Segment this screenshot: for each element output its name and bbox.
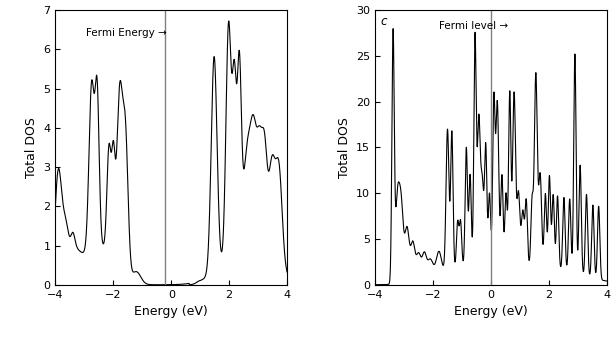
Text: c: c [381,15,387,28]
Y-axis label: Total DOS: Total DOS [338,117,351,178]
Text: Fermi level →: Fermi level → [439,21,508,31]
X-axis label: Energy (eV): Energy (eV) [454,305,528,318]
Text: Fermi Energy →: Fermi Energy → [86,28,167,38]
Y-axis label: Total DOS: Total DOS [25,117,38,178]
X-axis label: Energy (eV): Energy (eV) [134,305,208,318]
